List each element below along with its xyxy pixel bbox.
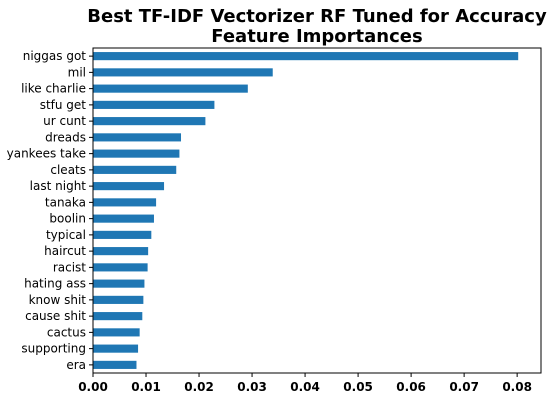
y-tick-label-13: racist <box>53 260 86 274</box>
bars-group <box>93 52 519 369</box>
y-tick-label-15: know shit <box>29 293 87 307</box>
bar-11 <box>93 230 152 239</box>
x-tick-label-5: 0.05 <box>343 380 373 394</box>
x-tick-label-2: 0.02 <box>184 380 214 394</box>
y-tick-label-8: last night <box>30 179 87 193</box>
x-tick-labels: 0.00 0.01 0.02 0.03 0.04 0.05 0.06 0.07 0.08 <box>78 373 532 394</box>
x-tick-label-1: 0.01 <box>131 380 161 394</box>
y-tick-label-6: yankees take <box>7 147 86 161</box>
bar-10 <box>93 214 154 223</box>
y-tick-label-0: niggas got <box>23 49 87 63</box>
y-tick-label-10: boolin <box>49 212 86 226</box>
x-tick-label-0: 0.00 <box>78 380 108 394</box>
x-tick-label-6: 0.06 <box>396 380 426 394</box>
bar-19 <box>93 360 137 369</box>
y-tick-label-9: tanaka <box>45 195 86 209</box>
y-tick-label-18: supporting <box>21 342 86 356</box>
bar-8 <box>93 182 165 191</box>
y-tick-label-4: ur cunt <box>43 114 86 128</box>
y-tick-label-16: cause shit <box>25 309 86 323</box>
y-tick-labels: niggas got mil like charlie stfu get ur cunt… <box>7 49 93 372</box>
bar-13 <box>93 263 148 272</box>
x-tick-label-3: 0.03 <box>237 380 267 394</box>
x-tick-label-4: 0.04 <box>290 380 320 394</box>
x-tick-label-8: 0.08 <box>502 380 532 394</box>
bar-5 <box>93 133 182 142</box>
y-tick-label-14: hating ass <box>24 277 86 291</box>
y-tick-label-19: era <box>66 358 86 372</box>
bar-7 <box>93 165 177 174</box>
bar-2 <box>93 84 248 93</box>
bar-16 <box>93 312 143 321</box>
y-tick-label-1: mil <box>68 65 86 79</box>
chart-subtitle: Feature Importances <box>211 26 422 47</box>
bar-12 <box>93 247 149 256</box>
chart-title: Best TF-IDF Vectorizer RF Tuned for Accu… <box>87 6 547 27</box>
y-tick-label-5: dreads <box>45 130 86 144</box>
x-tick-label-7: 0.07 <box>449 380 479 394</box>
bar-17 <box>93 328 140 337</box>
bar-18 <box>93 344 139 353</box>
y-tick-label-17: cactus <box>47 325 86 339</box>
bar-0 <box>93 52 519 61</box>
bar-1 <box>93 68 273 77</box>
bar-15 <box>93 295 144 304</box>
bar-4 <box>93 117 206 126</box>
bar-3 <box>93 100 215 109</box>
plot-frame <box>92 47 542 374</box>
bar-9 <box>93 198 157 207</box>
bar-14 <box>93 279 145 288</box>
y-tick-label-7: cleats <box>50 163 86 177</box>
bar-6 <box>93 149 180 158</box>
y-tick-label-12: haircut <box>44 244 86 258</box>
y-tick-label-3: stfu get <box>40 98 87 112</box>
y-tick-label-11: typical <box>46 228 86 242</box>
y-tick-label-2: like charlie <box>21 82 86 96</box>
